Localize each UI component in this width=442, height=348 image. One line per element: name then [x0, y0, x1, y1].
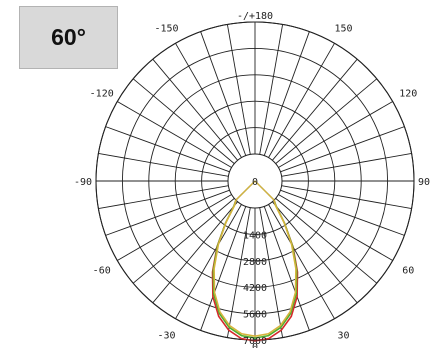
- intensity-curve-3: [213, 199, 297, 338]
- angle-label-neg150: -150: [154, 24, 178, 35]
- chart-labels: 014002800420056007000030-3060-6090-90120…: [74, 11, 430, 348]
- spoke-190: [226, 24, 251, 155]
- spoke-250: [105, 126, 230, 173]
- spoke-330: [175, 204, 242, 319]
- spoke-40: [272, 201, 358, 304]
- spoke-110: [280, 126, 405, 173]
- spoke-10: [259, 207, 284, 338]
- spoke-80: [281, 185, 412, 210]
- angle-label-150: 150: [334, 24, 352, 35]
- intensity-curves: [211, 180, 299, 342]
- spoke-240: [117, 101, 232, 168]
- spoke-320: [152, 201, 238, 304]
- radial-label-center: 0: [252, 177, 258, 188]
- angle-label-0: 0: [252, 342, 258, 348]
- spoke-340: [200, 206, 247, 331]
- radial-label-7000: 7000: [243, 336, 267, 347]
- angle-label-180: -/+180: [237, 11, 273, 22]
- spoke-210: [175, 43, 242, 158]
- angle-label-neg30: -30: [157, 330, 175, 341]
- spoke-120: [278, 101, 393, 168]
- angle-label-neg120: -120: [90, 89, 114, 100]
- spoke-350: [226, 207, 251, 338]
- beam-angle-badge: 60°: [19, 6, 118, 69]
- spoke-100: [281, 152, 412, 177]
- spoke-310: [132, 198, 235, 284]
- spoke-70: [280, 189, 405, 236]
- angle-label-60: 60: [402, 266, 414, 277]
- spoke-60: [278, 194, 393, 261]
- angle-label-neg60: -60: [93, 266, 111, 277]
- angle-label-120: 120: [399, 89, 417, 100]
- radial-label-1400: 1400: [243, 230, 267, 241]
- radial-label-5600: 5600: [243, 310, 267, 321]
- spoke-260: [98, 152, 229, 177]
- spoke-130: [275, 78, 378, 164]
- curve-edge-left-3: [235, 180, 256, 201]
- spoke-290: [105, 189, 230, 236]
- spoke-150: [268, 43, 335, 158]
- spoke-220: [152, 58, 238, 161]
- spoke-160: [263, 31, 310, 156]
- spoke-140: [272, 58, 358, 161]
- spoke-50: [275, 198, 378, 284]
- spoke-20: [263, 206, 310, 331]
- angle-label-30: 30: [337, 330, 349, 341]
- radial-label-2800: 2800: [243, 257, 267, 268]
- polar-grid: [95, 21, 415, 341]
- curve-edge-right-3: [254, 180, 275, 201]
- spoke-230: [132, 78, 235, 164]
- spoke-280: [98, 185, 229, 210]
- radial-label-4200: 4200: [243, 283, 267, 294]
- spoke-170: [259, 24, 284, 155]
- spoke-300: [117, 194, 232, 261]
- angle-label-neg90: -90: [74, 177, 92, 188]
- angle-label-90: 90: [418, 177, 430, 188]
- spoke-200: [200, 31, 247, 156]
- spoke-30: [268, 204, 335, 319]
- beam-angle-label: 60°: [51, 24, 86, 50]
